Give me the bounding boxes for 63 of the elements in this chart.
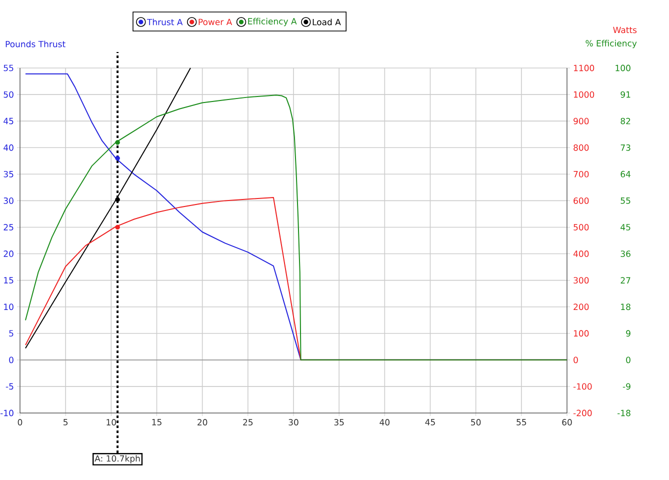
y3-tick-label: -9 [622, 383, 630, 390]
x-tick-label: 45 [425, 419, 435, 426]
y2-tick-label: 600 [574, 197, 589, 204]
y2-tick-label: 400 [573, 250, 589, 257]
y3-tick-label: -18 [617, 410, 630, 416]
y-tick-label: 10 [4, 304, 14, 310]
y2-axis-title: Watts [613, 26, 637, 34]
x-tick-label: 30 [288, 419, 298, 426]
y2-tick-label: -100 [573, 383, 592, 390]
y2-tick-label: 100 [574, 330, 589, 337]
y-tick-label: 15 [4, 277, 14, 284]
y2-tick-label: -200 [573, 410, 592, 416]
x-tick-label: 25 [243, 419, 253, 426]
y-tick-label: 30 [4, 197, 14, 204]
x-tick-label: 15 [152, 419, 162, 426]
y2-tick-label: 1100 [574, 64, 594, 72]
y3-tick-label: 45 [620, 224, 630, 230]
ref-line-label: A: 10.7kph [94, 455, 140, 464]
y3-tick-label: 9 [626, 330, 630, 337]
legend-label: Power A [198, 18, 232, 26]
x-tick-label: 50 [471, 419, 481, 426]
y2-tick-label: 1000 [574, 91, 594, 98]
y-tick-label: -10 [0, 410, 14, 416]
x-tick-label: 0 [18, 419, 22, 426]
legend-label: Efficiency A [248, 18, 297, 26]
x-tick-label: 20 [198, 419, 208, 426]
y2-tick-label: 900 [574, 118, 589, 124]
y2-tick-label: 800 [574, 144, 589, 151]
y-tick-label: 55 [4, 64, 14, 72]
legend-label: Thrust A [146, 18, 183, 26]
y-tick-label: 25 [4, 224, 14, 230]
y3-tick-label: 82 [620, 118, 630, 124]
y2-tick-label: 700 [574, 170, 589, 178]
y3-tick-label: 91 [620, 91, 630, 98]
y3-tick-label: 64 [620, 170, 630, 178]
x-tick-label: 55 [516, 419, 526, 426]
y3-tick-label: 27 [620, 277, 630, 284]
y2-tick-label: 500 [574, 224, 589, 230]
x-tick-label: 40 [380, 419, 390, 426]
y2-tick-label: 0 [574, 356, 578, 364]
y3-tick-label: 36 [620, 250, 630, 257]
y3-tick-label: 0 [626, 356, 630, 364]
y2-tick-label: 300 [574, 277, 589, 284]
y3-tick-label: 73 [620, 144, 630, 151]
x-tick-label: 60 [562, 419, 572, 426]
y-tick-label: 5 [9, 330, 14, 337]
y3-tick-label: 55 [620, 198, 630, 204]
y-axis-title: Pounds Thrust [6, 40, 66, 48]
x-tick-label: 35 [334, 419, 344, 426]
y2-tick-label: 200 [574, 304, 589, 310]
x-tick-label: 10 [106, 419, 116, 426]
y-tick-label: 45 [4, 118, 14, 124]
y3-axis-title: % Efficiency [586, 40, 637, 48]
y-tick-label: 40 [4, 144, 14, 151]
y-tick-label: 20 [4, 250, 14, 257]
y3-tick-label: 18 [621, 304, 630, 310]
y3-tick-label: 100 [616, 64, 630, 72]
x-tick-label: 5 [64, 419, 68, 426]
y-tick-label: 50 [4, 91, 14, 98]
y-tick-label: 35 [4, 170, 14, 178]
y-tick-label: -5 [6, 383, 14, 390]
y-tick-label: 0 [9, 356, 14, 364]
legend-label: Load A [312, 18, 341, 26]
